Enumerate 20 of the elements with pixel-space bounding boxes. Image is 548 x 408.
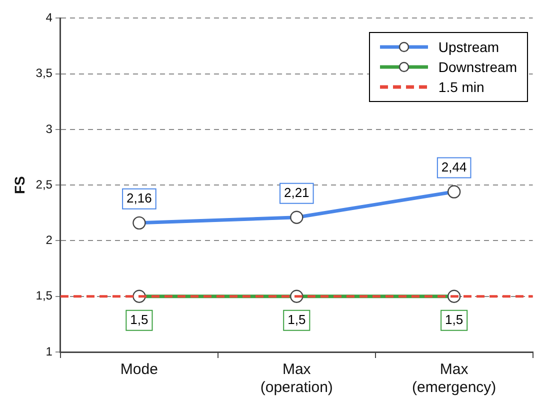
y-tick-label: 1,5 xyxy=(36,288,53,303)
legend-label: Upstream xyxy=(438,39,500,55)
y-tick-label: 2,5 xyxy=(36,177,53,192)
data-label: 1,5 xyxy=(130,312,148,327)
legend-label: 1.5 min xyxy=(438,79,484,95)
data-label: 2,21 xyxy=(284,184,310,200)
data-label: 1,5 xyxy=(445,312,464,327)
y-tick-label: 4 xyxy=(46,10,53,25)
x-tick-label: Max (emergency) xyxy=(412,361,496,396)
data-label: 1,5 xyxy=(288,312,306,327)
y-tick-label: 3,5 xyxy=(36,66,53,80)
legend-label: Downstream xyxy=(438,59,517,75)
y-tick-label: 2 xyxy=(46,233,53,248)
x-tick-label: Mode xyxy=(120,361,158,378)
y-tick-label: 3 xyxy=(46,122,53,136)
y-axis-title: FS xyxy=(11,176,28,194)
data-label: 2,44 xyxy=(441,159,467,174)
x-tick-label: Max (operation) xyxy=(260,361,333,396)
y-tick-label: 1 xyxy=(46,344,53,358)
data-label: 2,16 xyxy=(126,190,152,206)
